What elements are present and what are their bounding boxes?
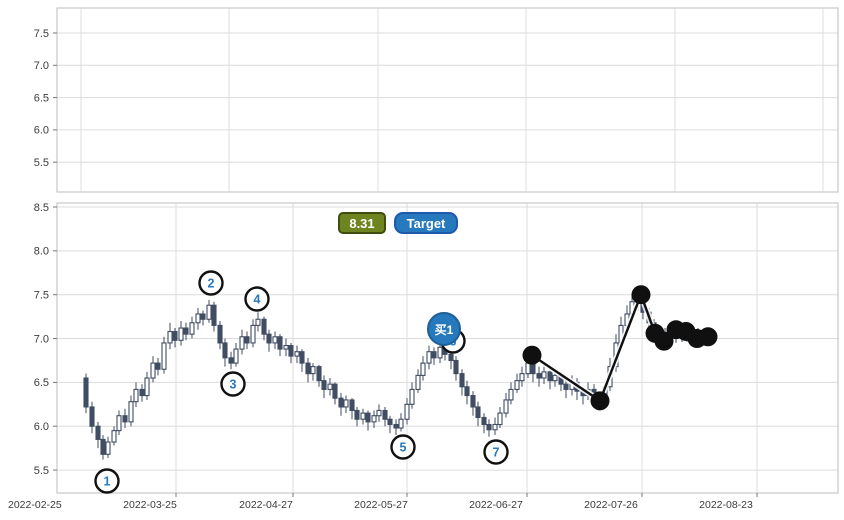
x-tick-label: 2022-03-25 [123,499,177,511]
svg-text:4: 4 [254,292,261,306]
pivot-circle-4 [244,286,270,312]
x-tick-label: 2022-08-23 [699,499,753,511]
y-tick-label: 6.0 [34,421,49,433]
y-tick-label: 6.0 [34,125,49,137]
svg-text:7: 7 [493,445,500,459]
pivot-circle-1 [94,468,120,494]
pivot-circle-2 [198,270,224,296]
y-tick-label: 8.0 [34,246,49,258]
pivot-circle-7 [483,439,509,465]
buy-signal-badge: 买1 [427,312,461,346]
price-node-dot [522,345,542,365]
y-tick-label: 5.5 [34,465,49,477]
x-tick-label: 2022-04-27 [239,499,293,511]
candles [83,292,712,460]
price-node-dot [590,391,610,411]
y-tick-label: 7.5 [34,28,49,40]
y-tick-label: 7.5 [34,290,49,302]
x-axis-labels: 2022-02-25 2022-03-25 2022-04-27 2022-05-27… [8,493,758,511]
y-tick-label: 7.0 [34,60,49,72]
svg-text:2: 2 [208,276,215,290]
svg-text:3: 3 [230,377,237,391]
y-tick-label: 7.0 [34,333,49,345]
pole-height-badge: 8.31 [338,212,386,234]
x-tick-label: 2022-07-26 [584,499,638,511]
y-tick-label: 8.5 [34,202,49,214]
bottom-panel-grid: 8.5 8.0 7.5 7.0 6.5 6.0 5.5 [34,202,839,494]
x-tick-label: 2022-02-25 [8,499,62,511]
y-tick-label: 6.5 [34,92,49,104]
x-tick-label: 2022-05-27 [354,499,408,511]
pivot-circle-5 [390,434,416,460]
top-panel-grid: 7.5 7.0 6.5 6.0 5.5 [34,7,839,193]
pivot-number-circles: 1234567 [94,270,509,494]
post-pattern-line [522,285,718,411]
svg-text:1: 1 [104,474,111,488]
y-tick-label: 5.5 [34,157,49,169]
x-tick-label: 2022-06-27 [469,499,523,511]
price-node-dot [698,327,718,347]
pivot-circle-3 [220,371,246,397]
price-node-dot [631,285,651,305]
y-tick-label: 6.5 [34,377,49,389]
price-node-dot [654,331,674,351]
svg-text:5: 5 [400,440,407,454]
target-badge: Target [394,212,458,234]
